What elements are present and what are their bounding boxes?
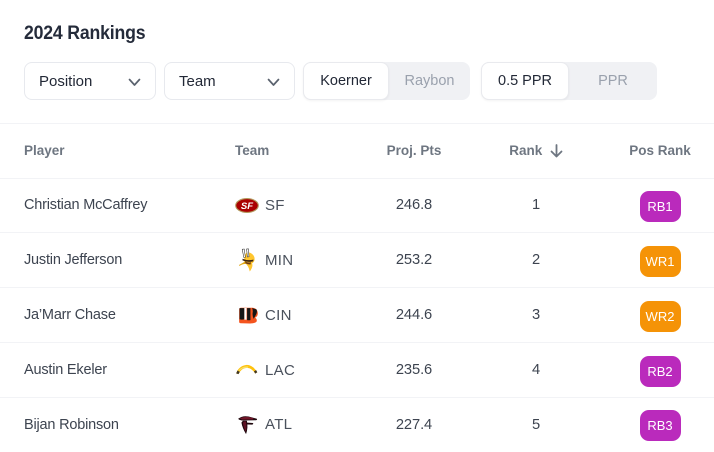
svg-text:SF: SF <box>241 201 253 212</box>
